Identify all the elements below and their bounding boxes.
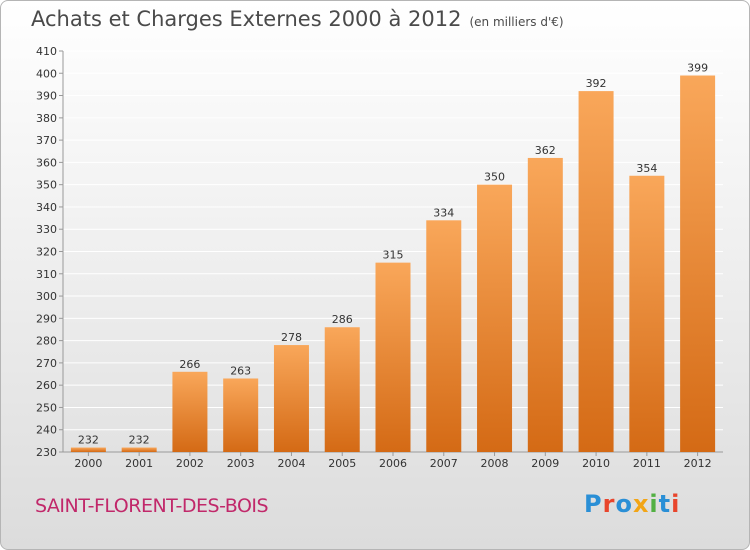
y-tick-label: 260 [36,379,57,392]
bar [172,371,208,452]
bar [527,157,563,452]
proxiti-logo: Proxiti [584,490,681,518]
bar [375,262,411,452]
data-label: 362 [535,144,556,157]
bar [273,345,309,452]
y-tick-label: 370 [36,134,57,147]
data-label: 334 [433,206,454,219]
y-tick-label: 410 [36,45,57,58]
data-label: 278 [281,331,302,344]
y-tick-label: 280 [36,335,57,348]
bar [426,220,462,452]
y-tick-label: 330 [36,223,57,236]
x-tick-label: 2007 [430,457,458,470]
y-tick-label: 240 [36,424,57,437]
data-label: 392 [586,77,607,90]
y-tick-label: 380 [36,112,57,125]
x-tick-label: 2001 [125,457,153,470]
data-label: 232 [129,434,150,447]
data-label: 399 [687,62,708,75]
data-label: 354 [636,162,657,175]
data-label: 350 [484,171,505,184]
x-tick-label: 2008 [481,457,509,470]
x-tick-label: 2010 [582,457,610,470]
data-label: 232 [78,434,99,447]
y-tick-label: 390 [36,90,57,103]
y-tick-label: 300 [36,290,57,303]
bar [629,175,665,452]
x-tick-label: 2009 [531,457,559,470]
bar [477,184,513,452]
y-tick-label: 270 [36,357,57,370]
chart-title-text: Achats et Charges Externes 2000 à 2012 [31,7,462,31]
x-tick-label: 2003 [227,457,255,470]
data-label: 286 [332,313,353,326]
bar [121,447,157,452]
y-tick-label: 290 [36,312,57,325]
x-tick-label: 2004 [277,457,305,470]
y-tick-label: 250 [36,401,57,414]
data-label: 263 [230,364,251,377]
y-tick-label: 310 [36,268,57,281]
commune-name: SAINT-FLORENT-DES-BOIS [35,495,269,517]
chart-title: Achats et Charges Externes 2000 à 2012 (e… [31,7,564,31]
x-tick-label: 2011 [633,457,661,470]
bar [578,91,614,452]
bar [223,378,259,452]
x-tick-label: 2000 [74,457,102,470]
x-tick-label: 2002 [176,457,204,470]
y-tick-label: 320 [36,246,57,259]
data-label: 315 [383,249,404,262]
y-tick-label: 340 [36,201,57,214]
y-tick-label: 230 [36,446,57,459]
y-tick-label: 400 [36,67,57,80]
data-label: 266 [179,358,200,371]
x-tick-label: 2005 [328,457,356,470]
y-tick-label: 360 [36,156,57,169]
y-tick-label: 350 [36,179,57,192]
x-tick-label: 2012 [684,457,712,470]
bar [70,447,106,452]
chart-unit: (en milliers d'€) [469,15,564,29]
x-tick-label: 2006 [379,457,407,470]
bar [680,75,716,452]
bar [324,327,360,452]
